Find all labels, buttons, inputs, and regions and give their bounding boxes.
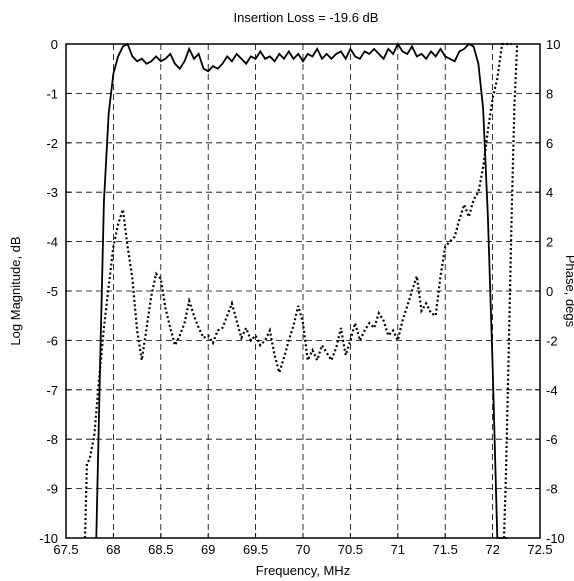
y-tick-label: 0 [51,37,58,52]
grid [66,44,540,538]
x-tick-label: 70 [296,542,310,557]
y-tick-label: -10 [39,531,58,546]
y-tick-label: -1 [46,86,58,101]
phase-series-line [83,42,512,539]
y2-tick-label: 6 [546,136,553,151]
y2-tick-label: -2 [546,333,558,348]
x-tick-labels: 67.5 68 68.5 69 69.5 70 70.5 71 71.5 72 72.5 [53,533,553,557]
x-tick-label: 68.5 [148,542,173,557]
y2-tick-label: 10 [546,37,560,52]
y2-axis-label: Phase, degs [563,255,574,328]
x-axis-label: Frequency, MHz [256,563,350,578]
y-axis-label: Log Magnitude, dB [8,236,23,345]
y2-tick-label: -8 [546,482,558,497]
y2-tick-labels: 10 8 6 4 2 0 -2 -4 -6 -8 -10 [535,37,565,546]
y2-tick-label: -6 [546,432,558,447]
y-tick-label: -7 [46,383,58,398]
y-tick-label: -4 [46,235,58,250]
y-tick-label: -6 [46,333,58,348]
y-tick-label: -3 [46,185,58,200]
x-tick-label: 71.5 [433,542,458,557]
x-tick-label: 72.5 [527,542,552,557]
x-tick-label: 72 [485,542,499,557]
y-tick-label: -5 [46,284,58,299]
x-tick-label: 69.5 [243,542,268,557]
y2-tick-label: -4 [546,383,558,398]
y-tick-labels: 0 -1 -2 -3 -4 -5 -6 -7 -8 -9 -10 [39,37,71,546]
chart-title: Insertion Loss = -19.6 dB [234,10,379,25]
y2-tick-label: 8 [546,86,553,101]
y-tick-label: -8 [46,432,58,447]
x-tick-label: 71 [391,542,405,557]
x-tick-label: 67.5 [53,542,78,557]
x-tick-label: 69 [201,542,215,557]
magnitude-series-line [95,42,507,539]
y-tick-label: -9 [46,482,58,497]
phase-series-line [502,43,519,539]
x-tick-label: 68 [106,542,120,557]
y2-tick-label: 4 [546,185,553,200]
y2-tick-label: 0 [546,284,553,299]
x-tick-label: 70.5 [338,542,363,557]
y2-tick-label: 2 [546,235,553,250]
y2-tick-label: -10 [546,531,565,546]
y-tick-label: -2 [46,136,58,151]
series-layer [83,42,519,539]
